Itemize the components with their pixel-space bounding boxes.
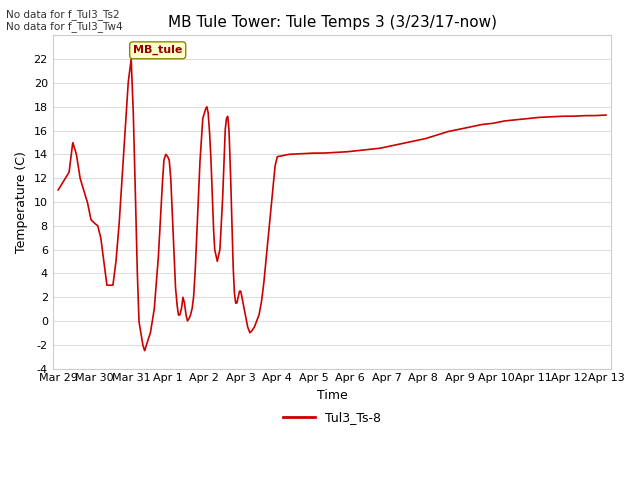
Legend: Tul3_Ts-8: Tul3_Ts-8 [278, 406, 386, 429]
Text: No data for f_Tul3_Ts2: No data for f_Tul3_Ts2 [6, 9, 120, 20]
Text: No data for f_Tul3_Tw4: No data for f_Tul3_Tw4 [6, 21, 123, 32]
Title: MB Tule Tower: Tule Temps 3 (3/23/17-now): MB Tule Tower: Tule Temps 3 (3/23/17-now… [168, 15, 497, 30]
X-axis label: Time: Time [317, 389, 348, 402]
Text: MB_tule: MB_tule [133, 45, 182, 56]
Y-axis label: Temperature (C): Temperature (C) [15, 151, 28, 253]
